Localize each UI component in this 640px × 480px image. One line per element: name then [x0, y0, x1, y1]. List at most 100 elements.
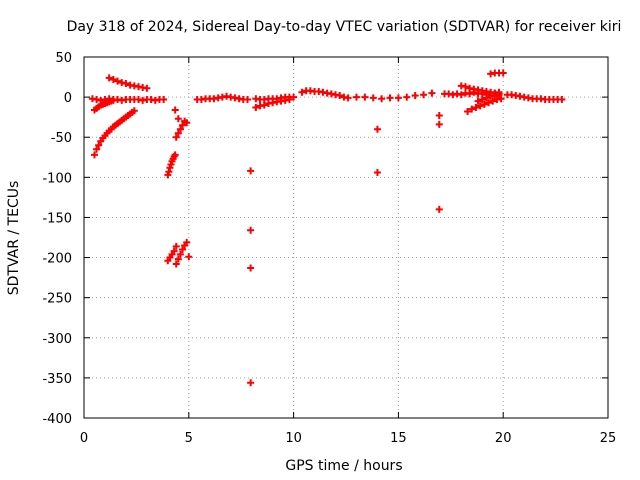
data-point: [176, 125, 184, 133]
data-point: [183, 119, 191, 127]
data-point: [165, 168, 173, 176]
data-point: [174, 129, 182, 137]
data-point: [174, 115, 182, 123]
data-point: [461, 83, 469, 91]
data-point: [172, 133, 180, 141]
series-rising-0.5h-2.4h: [90, 107, 138, 159]
x-axis-label: GPS time / hours: [285, 458, 402, 474]
series-band-20.2h-22.8h: [503, 91, 566, 104]
x-tick-labels: 0 5 10 15 20 25: [80, 431, 616, 446]
data-point: [344, 94, 352, 102]
data-point: [260, 101, 268, 109]
series-rising-18.8h-19.8h: [474, 91, 503, 105]
data-point: [352, 93, 360, 101]
series-rising-0.5h-1.4h: [90, 96, 117, 114]
data-point: [373, 125, 381, 133]
data-point: [369, 94, 377, 102]
series-isolated-14h: [373, 125, 381, 177]
data-point: [171, 106, 179, 114]
data-point: [247, 167, 255, 175]
chart-title: Day 318 of 2024, Sidereal Day-to-day VTE…: [67, 19, 622, 35]
axis-ticks: [83, 56, 609, 419]
series-cluster-4.1h-200: [164, 242, 180, 265]
data-point: [247, 379, 255, 387]
data-point: [468, 105, 476, 113]
series-isolated-8h: [247, 167, 255, 387]
series-isolated-17h: [435, 112, 443, 213]
x-tick-label: 25: [600, 431, 617, 446]
series-descending-18h-19.8h: [457, 82, 503, 98]
series-band-12.2h-16.8h: [336, 89, 436, 103]
y-tick-label: -200: [42, 252, 72, 267]
data-point: [495, 91, 503, 99]
data-point: [485, 99, 493, 107]
data-point: [172, 242, 180, 250]
data-points: [88, 69, 566, 387]
data-point: [93, 145, 101, 153]
data-point: [252, 104, 260, 112]
y-tick-labels: 50 0 -50 -100 -150 -200 -250 -300 -350 -400: [42, 51, 72, 427]
data-point: [420, 91, 428, 99]
data-point: [472, 104, 480, 112]
data-point: [122, 79, 130, 87]
x-tick-label: 15: [390, 431, 407, 446]
data-point: [247, 264, 255, 272]
y-tick-label: -400: [42, 412, 72, 427]
data-point: [174, 255, 182, 263]
series-descending-1.2h-3h: [105, 74, 151, 92]
data-point: [480, 100, 488, 108]
data-point: [403, 93, 411, 101]
data-point: [478, 96, 486, 104]
y-tick-label: -350: [42, 372, 72, 387]
data-point: [176, 250, 184, 258]
data-point: [386, 94, 394, 102]
y-tick-label: 0: [64, 91, 72, 106]
y-tick-label: -250: [42, 292, 72, 307]
data-point: [428, 89, 436, 97]
data-point: [171, 151, 179, 159]
data-point: [247, 226, 255, 234]
data-point: [185, 253, 193, 261]
series-isolated-4.4h: [171, 106, 191, 127]
data-point: [183, 238, 191, 246]
data-point: [179, 246, 187, 254]
data-point: [160, 96, 168, 104]
grid: [84, 57, 608, 418]
series-arc-4.4h-4.8h: [172, 117, 189, 141]
x-tick-label: 0: [80, 431, 88, 446]
data-point: [336, 92, 344, 100]
x-tick-label: 20: [495, 431, 512, 446]
y-axis-label: SDTVAR / TECUs: [6, 181, 22, 296]
series-band-5h-7.9h: [193, 92, 251, 104]
data-point: [482, 94, 490, 102]
series-rising-18.3h-19.9h: [464, 95, 505, 116]
data-point: [435, 120, 443, 128]
data-point: [109, 75, 117, 83]
data-point: [394, 94, 402, 102]
series-rising-8.2h-9.8h: [252, 96, 293, 112]
series-cluster-4.7h-200: [172, 238, 191, 268]
data-point: [489, 97, 497, 105]
x-tick-label: 5: [185, 431, 193, 446]
data-point: [95, 141, 103, 149]
data-point: [170, 247, 178, 255]
y-tick-label: -100: [42, 171, 72, 186]
data-point: [290, 93, 298, 101]
data-point: [411, 92, 419, 100]
data-point: [143, 84, 151, 92]
data-point: [243, 96, 251, 104]
data-point: [298, 88, 306, 96]
series-top-19.4h-20h: [487, 69, 507, 78]
y-tick-label: -300: [42, 332, 72, 347]
data-point: [109, 96, 117, 104]
plot-frame: [83, 56, 609, 419]
series-bump-10.4h-11.4h: [298, 87, 340, 99]
data-point: [361, 93, 369, 101]
data-point: [457, 91, 465, 99]
data-point: [130, 107, 138, 115]
series-arc-4.1h: [164, 151, 179, 179]
data-point: [558, 96, 566, 104]
data-point: [285, 96, 293, 104]
data-point: [172, 260, 180, 268]
